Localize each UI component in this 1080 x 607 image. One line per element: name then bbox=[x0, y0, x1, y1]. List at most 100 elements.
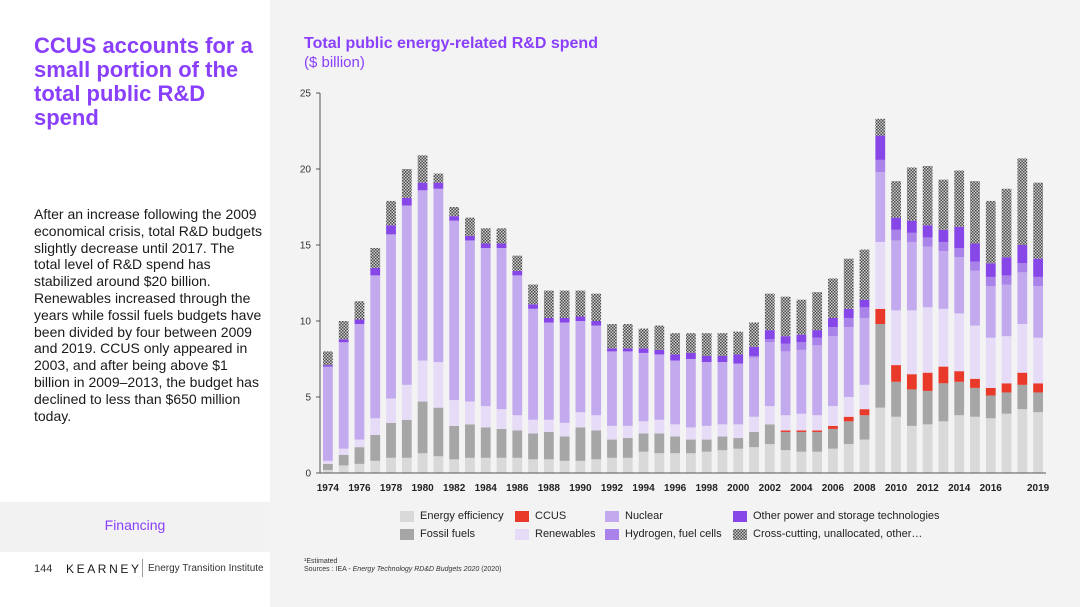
bar-segment-fossil_fuels bbox=[386, 422, 396, 458]
bar-segment-renewables bbox=[496, 409, 507, 429]
bar-segment-other_power bbox=[1001, 257, 1012, 276]
bar-2003 bbox=[780, 296, 791, 473]
bar-1982 bbox=[449, 207, 460, 473]
bar-segment-ccus bbox=[1017, 372, 1028, 385]
bar-segment-nuclear bbox=[512, 275, 523, 416]
bar-segment-other_power bbox=[749, 346, 759, 356]
bar-segment-other_power bbox=[401, 197, 412, 206]
bar-segment-nuclear bbox=[701, 362, 712, 426]
bar-segment-nuclear bbox=[859, 317, 870, 385]
bar-segment-renewables bbox=[323, 460, 333, 464]
bar-segment-cross_cutting bbox=[591, 293, 602, 321]
bar-segment-renewables bbox=[575, 412, 586, 428]
legend-label: Renewables bbox=[535, 528, 596, 540]
bar-segment-cross_cutting bbox=[401, 169, 412, 198]
bar-segment-renewables bbox=[512, 415, 523, 431]
bar-segment-renewables bbox=[780, 415, 791, 431]
bar-segment-other_power bbox=[528, 304, 538, 309]
bar-segment-fossil_fuels bbox=[528, 433, 538, 460]
bar-segment-renewables bbox=[922, 307, 933, 373]
bar-segment-cross_cutting bbox=[338, 321, 349, 340]
bar-segment-ccus bbox=[1033, 383, 1044, 393]
y-tick-label: 25 bbox=[300, 89, 312, 100]
bar-segment-hydrogen bbox=[954, 248, 965, 258]
bar-segment-fossil_fuels bbox=[1033, 392, 1044, 413]
bar-segment-renewables bbox=[401, 384, 412, 420]
bar-segment-fossil_fuels bbox=[764, 424, 775, 445]
bar-segment-ccus bbox=[1001, 383, 1012, 393]
bar-segment-nuclear bbox=[938, 251, 949, 309]
x-tick-label: 2002 bbox=[759, 483, 782, 494]
bar-segment-cross_cutting bbox=[323, 351, 333, 366]
bar-segment-nuclear bbox=[543, 322, 554, 420]
bar-segment-renewables bbox=[828, 406, 838, 426]
bar-segment-fossil_fuels bbox=[1001, 392, 1012, 414]
bar-segment-fossil_fuels bbox=[323, 463, 333, 470]
bar-segment-energy_efficiency bbox=[670, 453, 681, 473]
legend-swatch-hydrogen bbox=[605, 529, 619, 540]
bar-segment-ccus bbox=[859, 409, 870, 416]
bar-segment-other_power bbox=[1033, 258, 1044, 277]
bar-segment-energy_efficiency bbox=[496, 457, 507, 473]
bar-segment-cross_cutting bbox=[717, 333, 728, 356]
section-label-financing[interactable]: Financing bbox=[104, 517, 166, 533]
bar-segment-other_power bbox=[970, 243, 980, 262]
bar-segment-nuclear bbox=[370, 275, 381, 419]
bar-segment-fossil_fuels bbox=[985, 395, 996, 419]
bar-1981 bbox=[433, 173, 444, 473]
bar-segment-ccus bbox=[780, 430, 791, 432]
bar-segment-other_power bbox=[465, 235, 475, 241]
legend-swatch-cross_cutting bbox=[733, 529, 747, 540]
legend: Energy efficiency CCUS Nuclear Other power … bbox=[400, 510, 1020, 546]
bar-segment-fossil_fuels bbox=[512, 430, 523, 458]
bar-segment-nuclear bbox=[828, 336, 838, 407]
bar-segment-cross_cutting bbox=[954, 170, 965, 227]
bar-segment-cross_cutting bbox=[559, 290, 570, 318]
bar-segment-renewables bbox=[717, 424, 728, 437]
bar-segment-cross_cutting bbox=[1001, 188, 1012, 258]
x-tick-label: 2006 bbox=[822, 483, 845, 494]
bar-segment-nuclear bbox=[559, 322, 570, 423]
bar-segment-ccus bbox=[891, 365, 901, 382]
bar-segment-renewables bbox=[370, 418, 381, 435]
bar-segment-renewables bbox=[433, 362, 444, 408]
bar-2006 bbox=[828, 278, 838, 473]
legend-label: Cross-cutting, unallocated, other… bbox=[753, 528, 923, 540]
bar-segment-nuclear bbox=[812, 345, 823, 416]
bar-segment-ccus bbox=[906, 374, 917, 390]
bar-segment-fossil_fuels bbox=[591, 430, 602, 460]
bar-segment-cross_cutting bbox=[417, 155, 428, 183]
bar-segment-cross_cutting bbox=[843, 258, 854, 309]
sources-title: Energy Technology RD&D Budgets 2020 bbox=[352, 566, 480, 573]
logo-divider bbox=[142, 559, 143, 577]
bar-2011 bbox=[906, 167, 917, 473]
sources-suffix: (2020) bbox=[479, 566, 502, 573]
bar-segment-renewables bbox=[938, 308, 949, 367]
bar-segment-other_power bbox=[354, 319, 365, 325]
bar-1996 bbox=[670, 333, 681, 473]
bar-1992 bbox=[607, 324, 617, 473]
x-tick-label: 1994 bbox=[632, 483, 655, 494]
bar-segment-nuclear bbox=[591, 325, 602, 416]
bar-segment-fossil_fuels bbox=[449, 425, 460, 460]
bar-segment-ccus bbox=[985, 387, 996, 396]
bar-segment-hydrogen bbox=[749, 355, 759, 358]
bar-segment-renewables bbox=[1033, 337, 1044, 384]
bar-segment-nuclear bbox=[891, 240, 901, 311]
bar-segment-energy_efficiency bbox=[717, 450, 728, 473]
bars bbox=[323, 118, 1044, 473]
bar-segment-other_power bbox=[875, 135, 886, 160]
bar-segment-other_power bbox=[780, 336, 791, 344]
x-tick-label: 1996 bbox=[664, 483, 687, 494]
bar-segment-other_power bbox=[512, 270, 523, 276]
bar-segment-fossil_fuels bbox=[954, 381, 965, 416]
bar-segment-energy_efficiency bbox=[622, 457, 633, 473]
bar-segment-nuclear bbox=[323, 366, 333, 461]
bar-segment-fossil_fuels bbox=[370, 435, 381, 461]
bar-segment-fossil_fuels bbox=[906, 389, 917, 426]
bar-segment-other_power bbox=[686, 352, 696, 359]
bar-segment-cross_cutting bbox=[354, 301, 365, 320]
bar-segment-cross_cutting bbox=[607, 324, 617, 349]
bar-segment-renewables bbox=[812, 415, 823, 431]
bar-segment-fossil_fuels bbox=[338, 454, 349, 466]
